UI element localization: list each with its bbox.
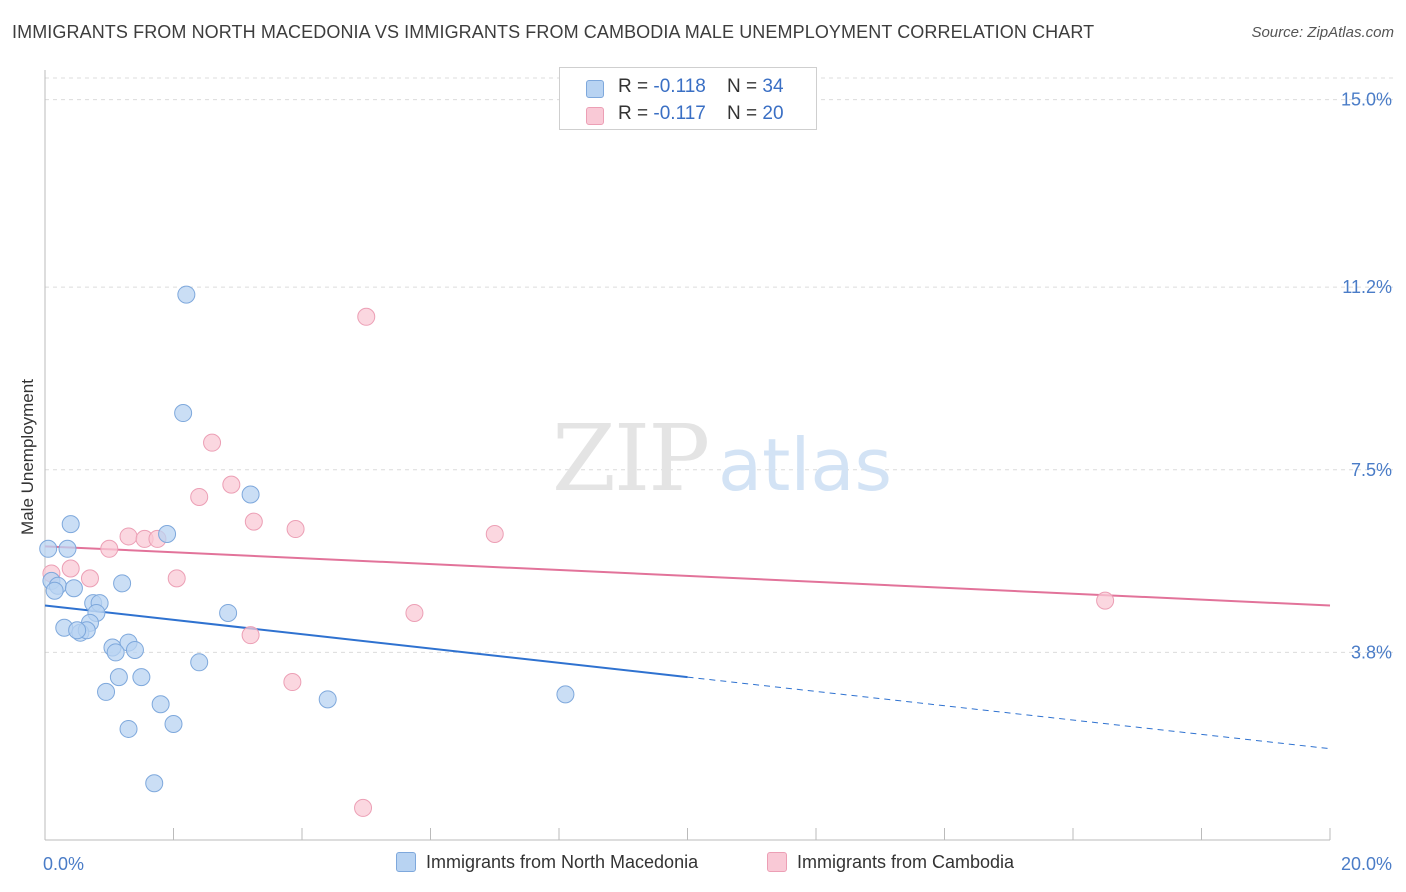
trend-line-cambodia <box>44 545 1331 607</box>
point-north-macedonia <box>109 668 128 687</box>
point-cambodia <box>1096 591 1115 610</box>
point-north-macedonia <box>219 603 238 622</box>
point-north-macedonia <box>61 515 80 534</box>
data-points <box>39 285 1115 817</box>
trend-line-north-macedonia <box>44 604 688 679</box>
trend-lines <box>44 545 1331 750</box>
legend-r-label: R = <box>618 103 649 124</box>
point-north-macedonia <box>132 668 151 687</box>
point-north-macedonia <box>151 695 170 714</box>
point-cambodia <box>100 539 119 558</box>
point-cambodia <box>283 673 302 692</box>
point-north-macedonia <box>125 640 144 659</box>
legend-swatch-blue <box>396 852 416 872</box>
legend-item-cambodia[interactable]: Immigrants from Cambodia <box>767 852 1014 873</box>
point-cambodia <box>286 520 305 539</box>
point-cambodia <box>405 603 424 622</box>
watermark: ZIP atlas <box>552 405 892 512</box>
legend-n-value: 20 <box>762 103 784 124</box>
point-cambodia <box>80 569 99 588</box>
axes <box>44 70 1331 841</box>
point-cambodia <box>244 512 263 531</box>
watermark-atlas: atlas <box>718 423 892 507</box>
point-north-macedonia <box>145 774 164 793</box>
legend-r-value: -0.118 <box>653 76 706 97</box>
y-tick-label: 11.2% <box>1342 277 1392 297</box>
point-north-macedonia <box>58 539 77 558</box>
x-tick-label: 20.0% <box>1341 854 1392 874</box>
legend-n-value: 34 <box>762 76 784 97</box>
legend-swatch-pink <box>586 107 604 125</box>
legend-swatch-blue <box>586 80 604 98</box>
point-north-macedonia <box>119 719 138 738</box>
legend-n-label: N = <box>726 103 758 124</box>
grid-lines <box>45 77 1395 653</box>
point-cambodia <box>167 569 186 588</box>
point-cambodia <box>190 487 209 506</box>
point-cambodia <box>241 626 260 645</box>
chart-title: IMMIGRANTS FROM NORTH MACEDONIA VS IMMIG… <box>12 22 1095 42</box>
point-north-macedonia <box>164 715 183 734</box>
point-north-macedonia <box>113 574 132 593</box>
point-cambodia <box>485 524 504 543</box>
point-north-macedonia <box>45 581 64 600</box>
point-cambodia <box>222 475 241 494</box>
y-tick-label: 7.5% <box>1351 460 1392 480</box>
point-north-macedonia <box>158 524 177 543</box>
point-north-macedonia <box>97 682 116 701</box>
point-cambodia <box>357 307 376 326</box>
point-north-macedonia <box>177 285 196 304</box>
point-cambodia <box>61 559 80 578</box>
trend-line-north-macedonia-extension <box>687 676 1331 750</box>
point-north-macedonia <box>106 643 125 662</box>
correlation-legend: R = -0.118 N = 34 R = -0.117 N = 20 <box>559 67 817 130</box>
y-tick-label: 15.0% <box>1341 90 1392 110</box>
legend-r-label: R = <box>618 76 649 97</box>
point-north-macedonia <box>174 404 193 423</box>
legend-text: R = -0.118 N = 34 <box>618 76 784 98</box>
point-north-macedonia <box>241 485 260 504</box>
legend-n-label: N = <box>726 76 758 97</box>
point-north-macedonia <box>190 653 209 672</box>
point-north-macedonia <box>64 579 83 598</box>
point-north-macedonia <box>556 685 575 704</box>
tick-labels: 3.8% 7.5% 11.2% 15.0% 0.0% 20.0% <box>43 90 1392 874</box>
x-tick-label: 0.0% <box>43 854 84 874</box>
watermark-zip: ZIP <box>552 405 708 512</box>
point-north-macedonia <box>39 539 58 558</box>
legend-label: Immigrants from North Macedonia <box>426 852 699 872</box>
legend-r-value: -0.117 <box>653 103 706 124</box>
point-cambodia <box>119 527 138 546</box>
point-cambodia <box>354 798 373 817</box>
y-axis-title: Male Unemployment <box>18 379 37 535</box>
source-label: Source: ZipAtlas.com <box>1251 24 1394 41</box>
point-cambodia <box>203 433 222 452</box>
point-north-macedonia <box>318 690 337 709</box>
legend-label: Immigrants from Cambodia <box>797 852 1015 872</box>
point-north-macedonia <box>68 621 87 640</box>
legend-swatch-pink <box>767 852 787 872</box>
y-tick-label: 3.8% <box>1351 642 1392 662</box>
legend-item-north-macedonia[interactable]: Immigrants from North Macedonia <box>396 852 698 873</box>
legend-text: R = -0.117 N = 20 <box>618 103 784 125</box>
